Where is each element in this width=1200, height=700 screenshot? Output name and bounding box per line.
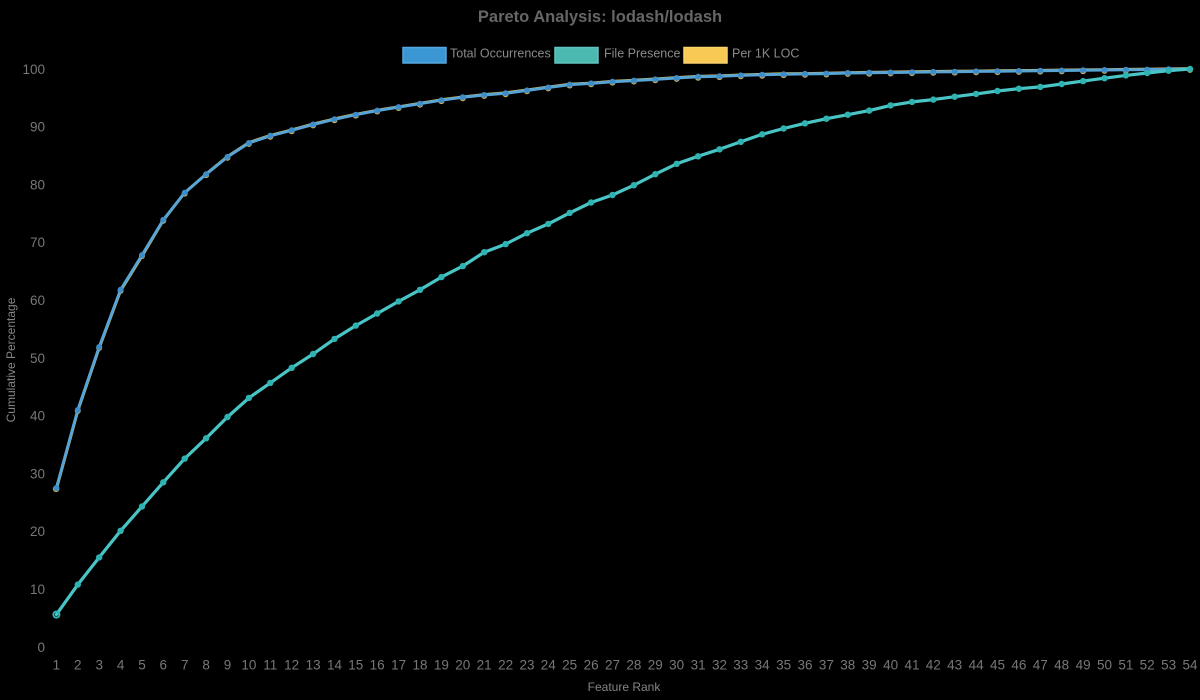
svg-text:8: 8: [202, 658, 210, 673]
svg-text:41: 41: [904, 658, 919, 673]
svg-text:35: 35: [776, 658, 791, 673]
svg-text:3: 3: [95, 658, 103, 673]
svg-text:60: 60: [30, 293, 45, 308]
svg-text:13: 13: [306, 658, 321, 673]
svg-text:28: 28: [626, 658, 641, 673]
svg-text:20: 20: [455, 658, 470, 673]
svg-text:24: 24: [541, 658, 557, 673]
svg-text:14: 14: [327, 658, 343, 673]
svg-text:48: 48: [1054, 658, 1069, 673]
svg-text:10: 10: [30, 582, 45, 597]
svg-text:34: 34: [755, 658, 771, 673]
svg-text:46: 46: [1011, 658, 1026, 673]
svg-text:Total Occurrences: Total Occurrences: [450, 47, 551, 61]
svg-text:0: 0: [37, 640, 45, 655]
svg-text:7: 7: [181, 658, 189, 673]
svg-text:37: 37: [819, 658, 834, 673]
svg-text:5: 5: [138, 658, 146, 673]
svg-text:25: 25: [562, 658, 577, 673]
svg-text:40: 40: [30, 409, 45, 424]
svg-text:Pareto Analysis: lodash/lodash: Pareto Analysis: lodash/lodash: [478, 8, 722, 26]
svg-text:10: 10: [241, 658, 256, 673]
svg-text:30: 30: [669, 658, 684, 673]
svg-text:50: 50: [30, 351, 45, 366]
svg-text:49: 49: [1076, 658, 1091, 673]
svg-text:80: 80: [30, 177, 45, 192]
svg-text:43: 43: [947, 658, 962, 673]
svg-text:32: 32: [712, 658, 727, 673]
svg-text:70: 70: [30, 235, 45, 250]
svg-text:19: 19: [434, 658, 449, 673]
svg-text:Cumulative Percentage: Cumulative Percentage: [4, 297, 18, 422]
svg-text:40: 40: [883, 658, 898, 673]
svg-text:2: 2: [74, 658, 82, 673]
svg-text:Feature Rank: Feature Rank: [588, 680, 662, 694]
svg-text:31: 31: [691, 658, 706, 673]
svg-text:90: 90: [30, 120, 45, 135]
svg-text:22: 22: [498, 658, 513, 673]
svg-text:38: 38: [840, 658, 855, 673]
svg-text:27: 27: [605, 658, 620, 673]
svg-text:51: 51: [1118, 658, 1133, 673]
svg-text:9: 9: [224, 658, 232, 673]
svg-text:36: 36: [797, 658, 812, 673]
svg-text:15: 15: [348, 658, 363, 673]
svg-text:26: 26: [584, 658, 599, 673]
svg-text:42: 42: [926, 658, 941, 673]
svg-text:17: 17: [391, 658, 406, 673]
svg-text:23: 23: [519, 658, 534, 673]
svg-text:33: 33: [733, 658, 748, 673]
svg-text:12: 12: [284, 658, 299, 673]
svg-text:44: 44: [969, 658, 985, 673]
svg-text:18: 18: [412, 658, 427, 673]
svg-text:45: 45: [990, 658, 1005, 673]
svg-text:21: 21: [477, 658, 492, 673]
svg-text:47: 47: [1033, 658, 1048, 673]
svg-text:1: 1: [53, 658, 61, 673]
svg-text:52: 52: [1140, 658, 1155, 673]
svg-text:File Presence: File Presence: [604, 47, 680, 61]
svg-text:100: 100: [22, 62, 45, 77]
svg-text:4: 4: [117, 658, 125, 673]
svg-text:30: 30: [30, 466, 45, 481]
svg-text:53: 53: [1161, 658, 1176, 673]
svg-text:20: 20: [30, 524, 45, 539]
svg-text:6: 6: [160, 658, 168, 673]
svg-text:50: 50: [1097, 658, 1112, 673]
svg-text:54: 54: [1182, 658, 1198, 673]
svg-text:16: 16: [370, 658, 385, 673]
svg-text:11: 11: [263, 658, 277, 673]
svg-text:Per 1K LOC: Per 1K LOC: [732, 47, 799, 61]
svg-text:39: 39: [862, 658, 877, 673]
svg-text:29: 29: [648, 658, 663, 673]
